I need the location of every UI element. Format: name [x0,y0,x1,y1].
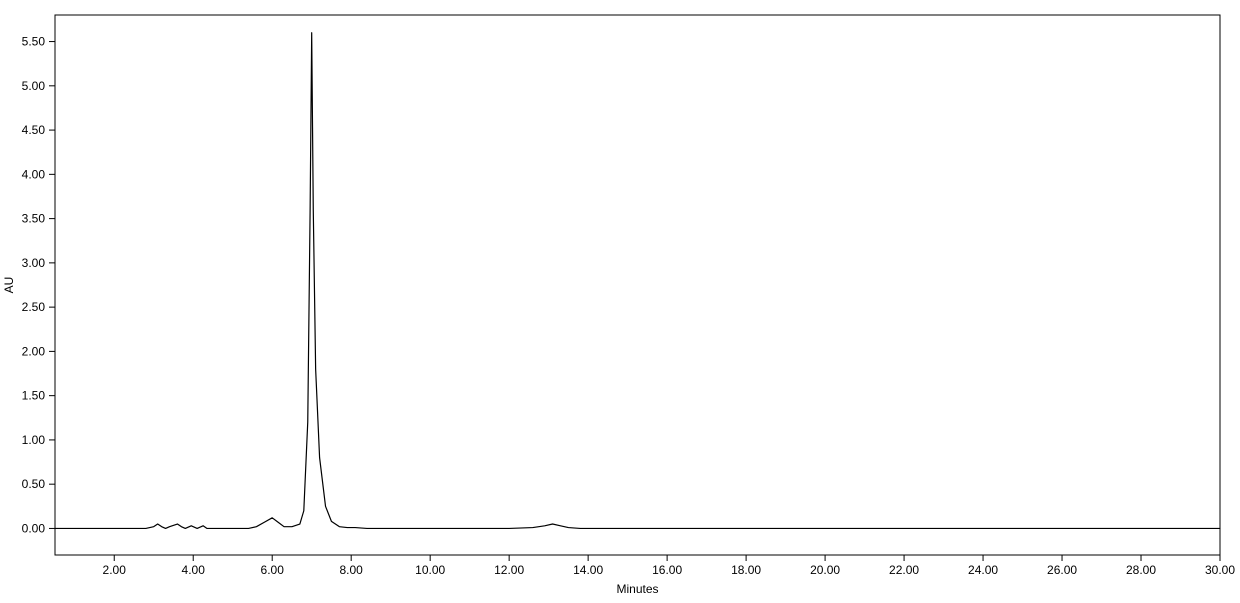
x-tick-label: 18.00 [731,563,761,577]
plot-border [55,15,1220,555]
y-tick-label: 2.50 [22,300,46,314]
x-tick-label: 24.00 [968,563,998,577]
y-tick-label: 1.50 [22,389,46,403]
x-tick-label: 22.00 [889,563,919,577]
y-tick-label: 2.00 [22,344,46,358]
x-tick-label: 14.00 [573,563,603,577]
x-tick-label: 12.00 [494,563,524,577]
y-tick-label: 3.00 [22,256,46,270]
y-tick-label: 3.50 [22,212,46,226]
x-tick-label: 6.00 [261,563,285,577]
x-tick-label: 16.00 [652,563,682,577]
x-tick-label: 8.00 [340,563,364,577]
x-tick-label: 2.00 [103,563,127,577]
x-axis-label: Minutes [616,582,658,596]
x-tick-label: 20.00 [810,563,840,577]
y-tick-label: 1.00 [22,433,46,447]
y-tick-label: 0.00 [22,521,46,535]
chart-svg: 2.00 4.00 6.00 8.00 10.00 12.00 14.00 16.00 18.0… [0,0,1240,603]
y-tick-label: 5.50 [22,35,46,49]
x-tick-label: 4.00 [182,563,206,577]
x-tick-label: 28.00 [1126,563,1156,577]
y-tick-label: 0.50 [22,477,46,491]
x-tick-label: 26.00 [1047,563,1077,577]
x-tick-label: 30.00 [1205,563,1235,577]
y-tick-label: 4.50 [22,123,46,137]
chromatogram-trace [55,33,1220,529]
y-tick-label: 4.00 [22,167,46,181]
x-tick-label: 10.00 [415,563,445,577]
chromatogram-chart: 2.00 4.00 6.00 8.00 10.00 12.00 14.00 16.00 18.0… [0,0,1240,603]
y-tick-label: 5.00 [22,79,46,93]
y-axis-label: AU [2,277,16,294]
